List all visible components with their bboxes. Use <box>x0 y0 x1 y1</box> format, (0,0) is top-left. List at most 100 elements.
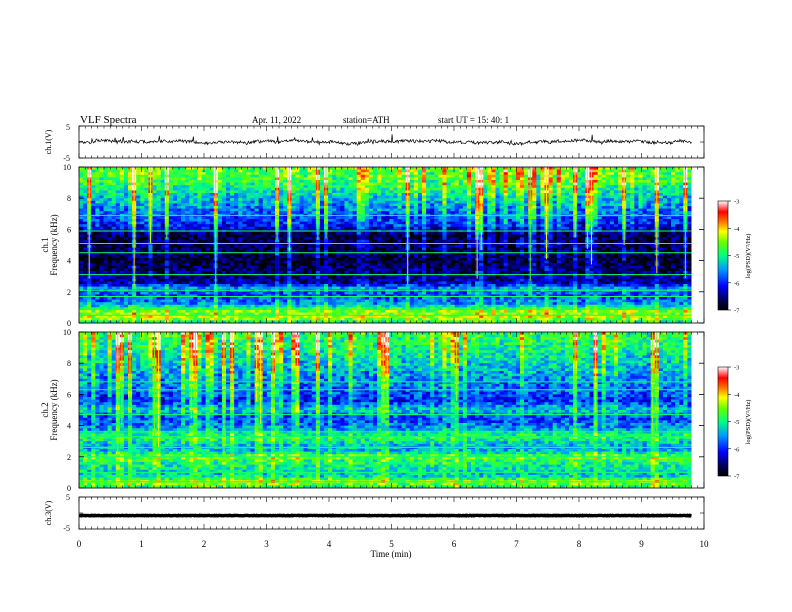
spectrogram-cell <box>434 180 438 183</box>
spectrogram-cell <box>263 177 267 180</box>
spectrogram-cell <box>565 201 569 204</box>
spectrogram-cell <box>246 175 250 178</box>
spectrogram-cell <box>181 183 185 186</box>
spectrogram-cell <box>532 196 536 199</box>
spectrogram-cell <box>569 188 573 191</box>
spectrogram-cell <box>447 198 451 201</box>
spectrogram-cell <box>393 188 397 191</box>
spectrogram-cell <box>630 177 634 180</box>
spectrogram-cell <box>414 170 418 173</box>
spectrogram-cell <box>234 216 238 219</box>
spectrogram-cell <box>263 188 267 191</box>
spectrogram-cell <box>177 170 181 173</box>
spectrogram-cell <box>553 175 557 178</box>
spectrogram-cell <box>308 170 312 173</box>
spectrogram-cell <box>643 211 647 214</box>
spectrogram-cell <box>647 201 651 204</box>
spectrogram-cell <box>108 190 112 193</box>
spectrogram-cell <box>291 206 295 209</box>
spectrogram-cell <box>361 190 365 193</box>
spectrogram-cell <box>304 198 308 201</box>
spectrogram-cell <box>120 170 124 173</box>
spectrogram-cell <box>594 190 598 193</box>
spectrogram-cell <box>594 211 598 214</box>
spectrogram-cell <box>667 188 671 191</box>
spectrogram-cell <box>520 175 524 178</box>
spectrogram-cell <box>459 219 463 222</box>
spectrogram-cell <box>246 201 250 204</box>
spectrogram-cell <box>430 183 434 186</box>
spectrogram-cell <box>549 193 553 196</box>
spectrogram-cell <box>357 185 361 188</box>
spectrogram-cell <box>483 211 487 214</box>
spectrogram-cell <box>308 177 312 180</box>
spectrogram-cell <box>226 216 230 219</box>
spectrogram-cell <box>128 183 132 186</box>
spectrogram-cell <box>381 203 385 206</box>
spectrogram-cell <box>512 190 516 193</box>
spectrogram-cell <box>426 209 430 212</box>
spectrogram-cell <box>83 193 87 196</box>
spectrogram-cell <box>381 175 385 178</box>
spectrogram-cell <box>332 216 336 219</box>
spectrogram-cell <box>561 193 565 196</box>
spectrogram-cell <box>418 175 422 178</box>
spectrogram-cell <box>79 219 83 222</box>
spectrogram-cell <box>308 198 312 201</box>
spectrogram-cell <box>173 219 177 222</box>
spectrogram-cell <box>414 172 418 175</box>
spectrogram-cell <box>602 198 606 201</box>
spectrogram-cell <box>136 206 140 209</box>
spectrogram-cell <box>491 209 495 212</box>
spectrogram-cell <box>393 183 397 186</box>
spectrogram-cell <box>361 196 365 199</box>
ch1-waveform-trace <box>79 134 692 145</box>
spectrogram-cell <box>381 198 385 201</box>
spectrogram-cell <box>259 177 263 180</box>
spectrogram-cell <box>471 180 475 183</box>
spectrogram-cell <box>659 180 663 183</box>
spectrogram-cell <box>532 177 536 180</box>
spectrogram-cell <box>463 209 467 212</box>
spectrogram-cell <box>300 219 304 222</box>
spectrogram-cell <box>536 196 540 199</box>
spectrogram-cell <box>124 201 128 204</box>
spectrogram-cell <box>344 209 348 212</box>
spectrogram-cell <box>634 209 638 212</box>
spectrogram-cell <box>496 190 500 193</box>
spectrogram-cell <box>218 180 222 183</box>
spectrogram-cell <box>532 206 536 209</box>
spectrogram-cell <box>210 172 214 175</box>
spectrogram-cell <box>242 216 246 219</box>
spectrogram-cell <box>332 167 336 170</box>
spectrogram-cell <box>634 193 638 196</box>
spectrogram-cell <box>128 198 132 201</box>
spectrogram-cell <box>202 175 206 178</box>
spectrogram-cell <box>279 206 283 209</box>
spectrogram-cell <box>234 206 238 209</box>
spectrogram-cell <box>157 209 161 212</box>
spectrogram-cell <box>463 216 467 219</box>
spectrogram-cell <box>561 188 565 191</box>
spectrogram-cell <box>626 211 630 214</box>
spectrogram-cell <box>226 172 230 175</box>
spectrogram-cell <box>594 198 598 201</box>
spectrogram-cell <box>369 193 373 196</box>
spectrogram-cell <box>389 201 393 204</box>
spectrogram-cell <box>344 183 348 186</box>
spectrogram-cell <box>549 201 553 204</box>
spectrogram-cell <box>434 203 438 206</box>
spectrogram-cell <box>283 190 287 193</box>
spectrogram-cell <box>251 219 255 222</box>
spectrogram-cell <box>83 219 87 222</box>
spectrogram-cell <box>202 190 206 193</box>
spectrogram-cell <box>516 206 520 209</box>
spectrogram-cell <box>418 183 422 186</box>
spectrogram-cell <box>594 172 598 175</box>
spectrogram-cell <box>161 203 165 206</box>
spectrogram-cell <box>112 177 116 180</box>
spectrogram-cell <box>234 198 238 201</box>
spectrogram-cell <box>667 175 671 178</box>
spectrogram-cell <box>508 193 512 196</box>
spectrogram-cell <box>157 193 161 196</box>
